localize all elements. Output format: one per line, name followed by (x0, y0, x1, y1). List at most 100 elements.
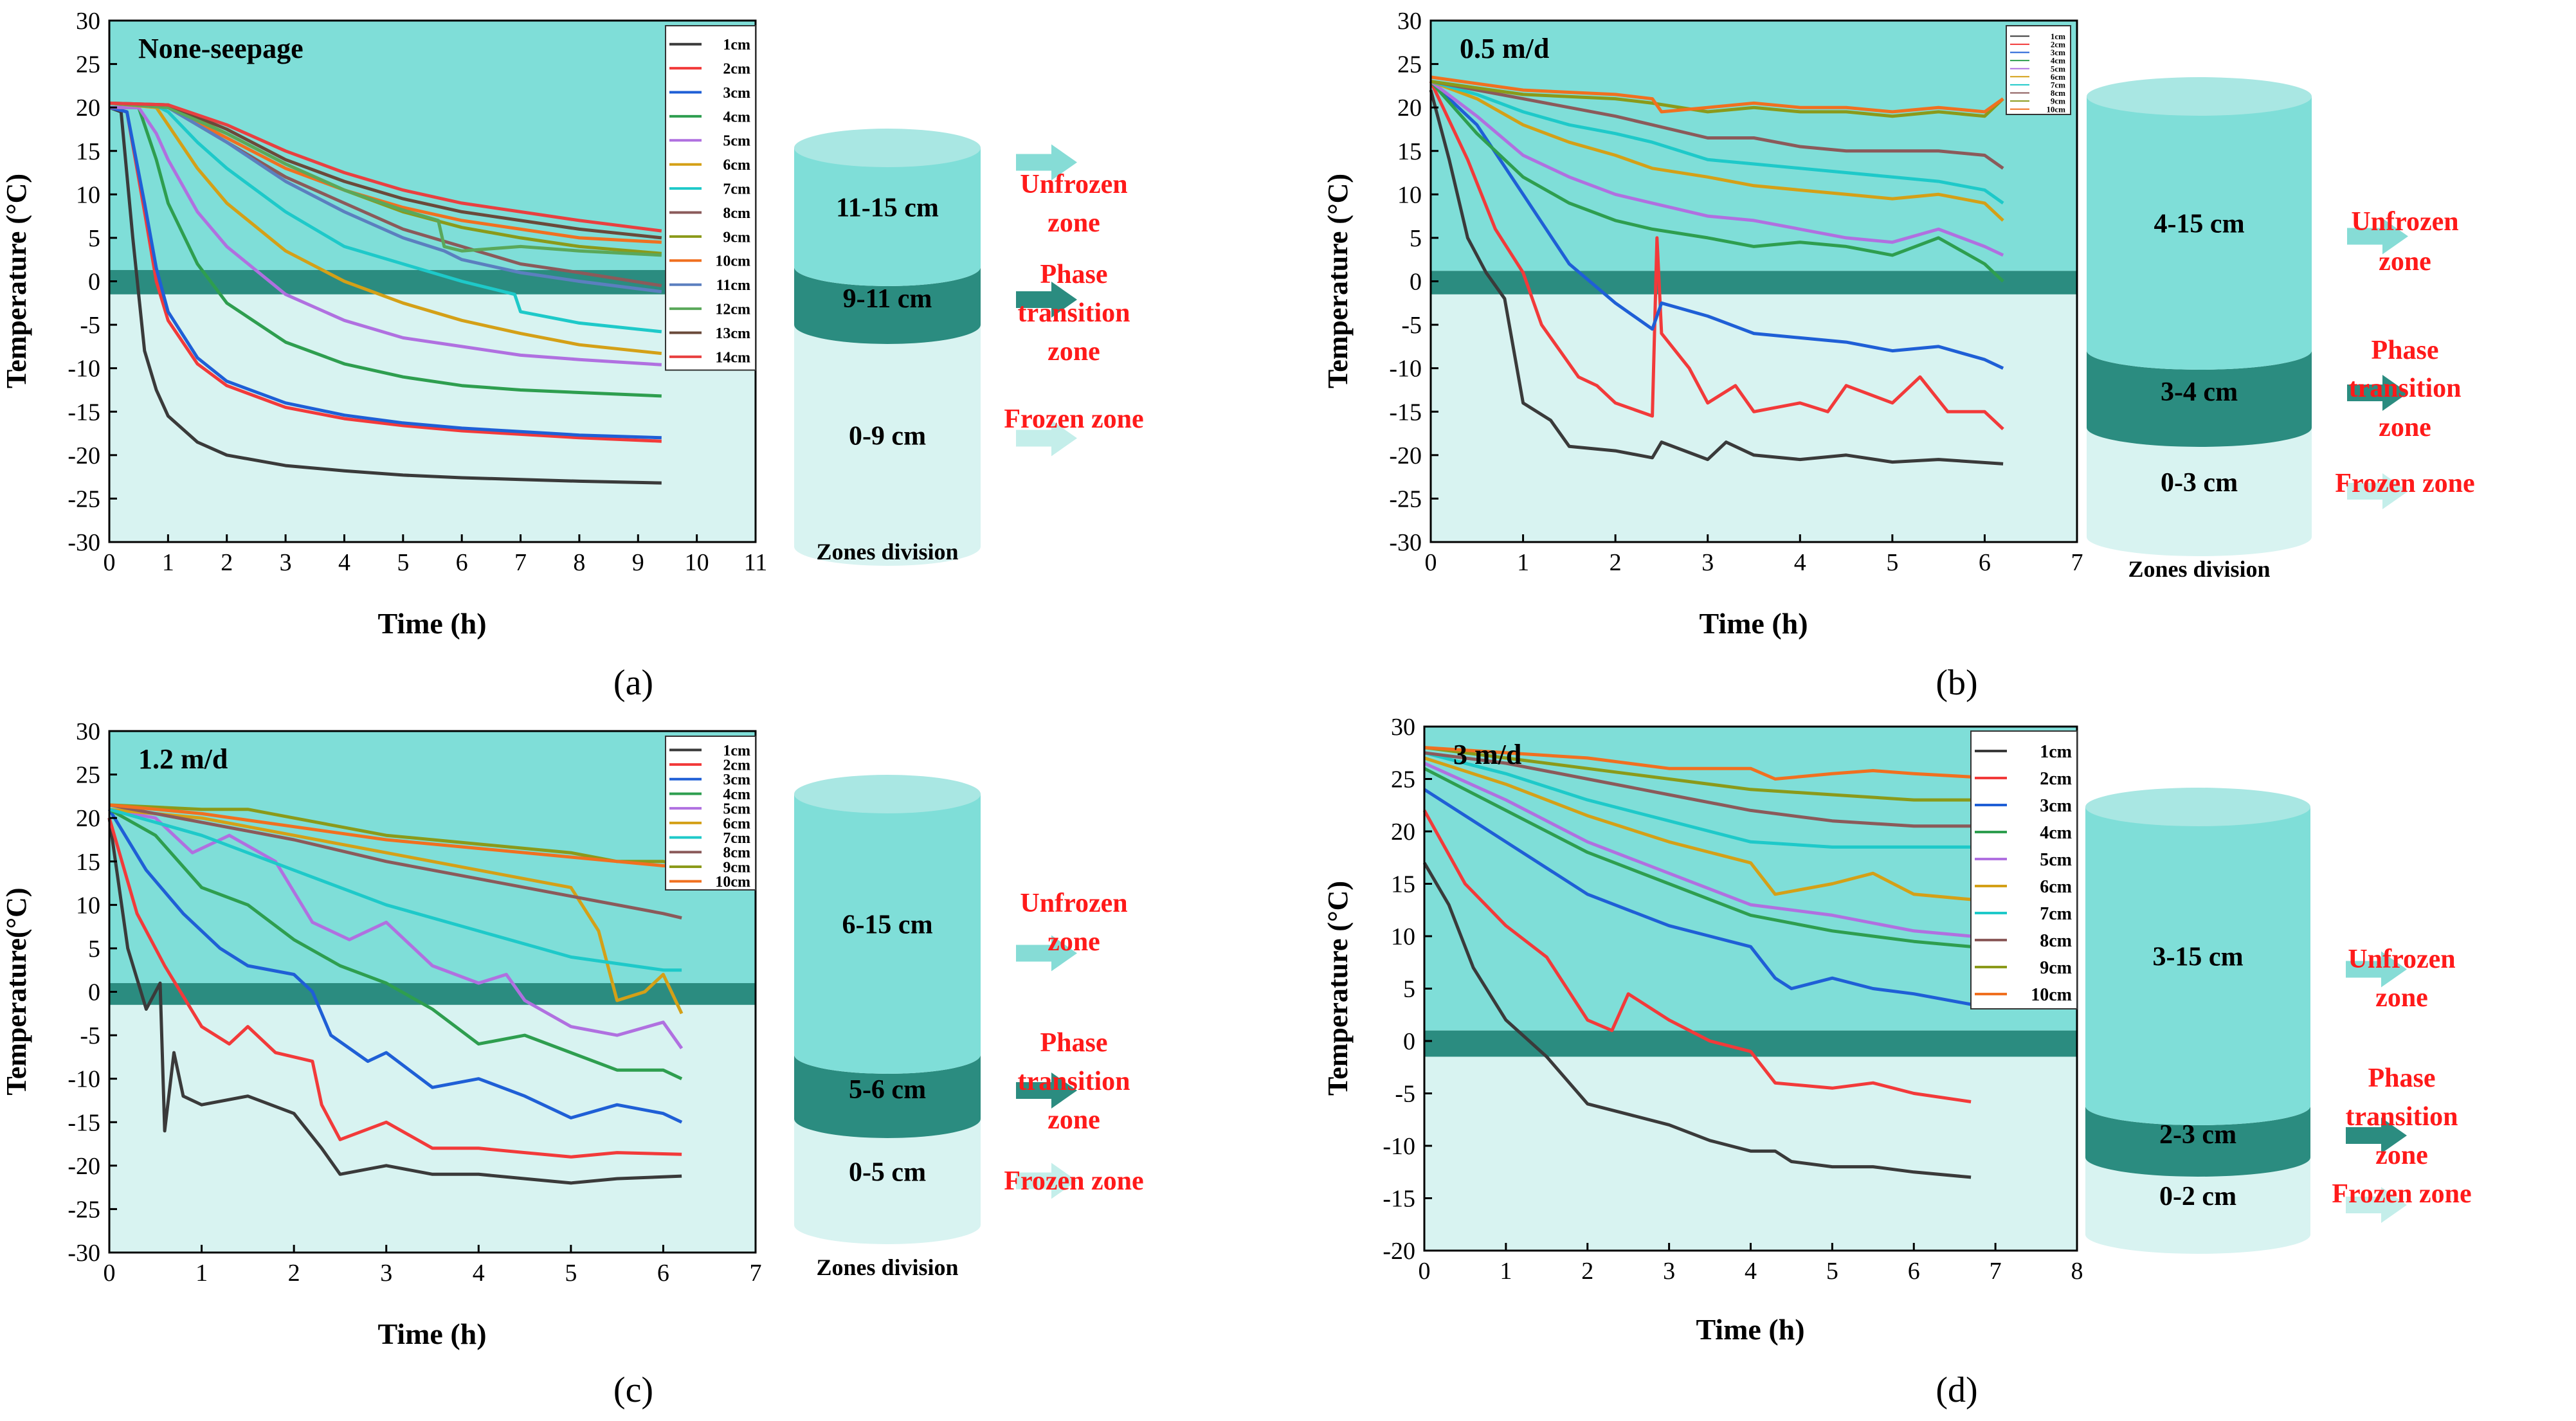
zone-label-unfrozen: Unfrozen (1020, 889, 1127, 918)
y-tick-label: -5 (1395, 1081, 1415, 1108)
legend-label-4cm: 4cm (2040, 823, 2072, 843)
y-tick-label: 5 (88, 225, 100, 252)
y-tick-label: -15 (1389, 399, 1422, 426)
legend-label-7cm: 7cm (723, 830, 750, 847)
x-tick-label: 11 (744, 549, 768, 576)
frozen-region (109, 269, 756, 542)
y-tick-label: 5 (1403, 976, 1415, 1003)
y-tick-label: -15 (1383, 1186, 1415, 1213)
x-tick-label: 2 (1610, 549, 1622, 576)
x-tick-label: 3 (1701, 549, 1714, 576)
legend-label-10cm: 10cm (715, 874, 750, 891)
panel-label: (b) (1936, 663, 1977, 703)
zone-range-phase: 9-11 cm (843, 284, 932, 314)
zone-label-unfrozen: zone (2375, 983, 2428, 1013)
y-tick-label: -5 (80, 312, 100, 339)
y-tick-label: 20 (76, 95, 100, 122)
series-line-1cm (1422, 862, 1972, 1179)
series-line-6cm (1424, 756, 1972, 901)
x-axis-title: Time (h) (377, 607, 486, 640)
legend-label-11cm: 11cm (716, 277, 750, 294)
series-line-5cm (1429, 80, 2004, 257)
legend-label-9cm: 9cm (2051, 96, 2065, 106)
legend-label-13cm: 13cm (715, 325, 750, 342)
x-tick-label: 0 (104, 1260, 116, 1287)
x-tick-label: 2 (288, 1260, 300, 1287)
series-line-1cm (109, 105, 662, 485)
zone-range-phase: 3-4 cm (2161, 377, 2238, 407)
x-tick-label: 7 (1990, 1258, 2002, 1285)
y-tick-label: -15 (68, 399, 100, 426)
series-line-2cm (1422, 810, 1972, 1103)
y-tick-label: -5 (80, 1022, 100, 1049)
y-tick-label: 0 (88, 269, 100, 296)
y-tick-label: -25 (68, 485, 100, 512)
x-tick-label: 5 (397, 549, 409, 576)
arrow-frozen (1016, 1163, 1077, 1199)
legend-label-3cm: 3cm (2051, 48, 2065, 57)
series-line-2cm (1429, 80, 2004, 431)
legend-label-8cm: 8cm (2040, 931, 2072, 951)
y-axis-title: Temperature (°C) (1, 174, 32, 388)
x-tick-label: 8 (2071, 1258, 2083, 1285)
series-line-5cm (109, 808, 684, 1049)
legend-label-1cm: 1cm (723, 37, 750, 53)
zone-label-phase: zone (2375, 1141, 2428, 1170)
y-tick-label: 0 (88, 979, 100, 1006)
y-tick-label: -20 (68, 442, 100, 469)
unfrozen-region (109, 731, 756, 983)
legend-label-6cm: 6cm (2051, 72, 2065, 82)
zone-label-phase: Phase (2368, 1063, 2436, 1093)
zone-label-phase: Phase (2372, 336, 2439, 365)
series-line-2cm (109, 105, 662, 443)
x-tick-label: 5 (1826, 1258, 1838, 1285)
cylinder-top (794, 129, 981, 167)
x-tick-label: 4 (473, 1260, 485, 1287)
x-tick-label: 5 (1886, 549, 1898, 576)
zone-range-unfrozen: 3-15 cm (2152, 943, 2243, 972)
y-tick-label: 20 (1391, 819, 1415, 846)
arrow-phase (1016, 1073, 1077, 1109)
legend-label-8cm: 8cm (723, 205, 750, 222)
series-line-8cm (1424, 751, 1972, 828)
series-line-3cm (1429, 80, 2004, 370)
series-line-9cm (1430, 80, 2004, 118)
legend-label-2cm: 2cm (2051, 39, 2065, 49)
y-tick-label: 25 (76, 51, 100, 78)
zone-label-unfrozen: Unfrozen (2351, 207, 2458, 237)
legend-label-4cm: 4cm (723, 109, 750, 125)
zone-range-unfrozen: 6-15 cm (842, 910, 932, 940)
y-tick-label: 10 (1391, 923, 1415, 950)
series-line-5cm (109, 105, 662, 367)
y-tick-label: 15 (76, 849, 100, 876)
y-tick-label: -30 (68, 529, 100, 556)
zone-label-frozen: Frozen zone (2332, 1179, 2471, 1209)
legend-label-1cm: 1cm (2040, 742, 2072, 762)
legend-label-7cm: 7cm (2040, 904, 2072, 924)
legend-box (665, 736, 756, 891)
y-axis-title: Temperature(°C) (1, 887, 32, 1095)
series-line-6cm (109, 101, 662, 356)
zones-caption: Zones division (816, 539, 958, 565)
cylinder-frozen (794, 1119, 981, 1244)
y-tick-label: 25 (1397, 51, 1422, 78)
x-tick-label: 6 (1908, 1258, 1920, 1285)
y-tick-label: 10 (1397, 181, 1422, 208)
zone-range-phase: 5-6 cm (849, 1075, 926, 1105)
legend-label-2cm: 2cm (723, 61, 750, 78)
zone-label-phase: transition (2348, 374, 2461, 403)
series-line-1cm (1429, 89, 2004, 466)
zone-label-phase: Phase (1040, 1028, 1108, 1058)
zone-label-phase: zone (1048, 1105, 1100, 1135)
x-tick-label: 1 (1500, 1258, 1512, 1285)
legend-label-7cm: 7cm (723, 181, 750, 198)
x-tick-label: 0 (1425, 549, 1437, 576)
cylinder-frozen (2087, 428, 2312, 556)
legend-label-7cm: 7cm (2051, 80, 2065, 89)
series-line-10cm (109, 803, 682, 867)
panel-d: 0 1 2 3 4 5 6 7 8 -20 -15 -10 -5 0 5 10 15 20 25 30 Time (h)… (1322, 714, 2472, 1410)
zone-label-unfrozen: zone (1048, 208, 1100, 238)
y-tick-label: -15 (68, 1109, 100, 1136)
series-line-7cm (1424, 751, 1972, 849)
